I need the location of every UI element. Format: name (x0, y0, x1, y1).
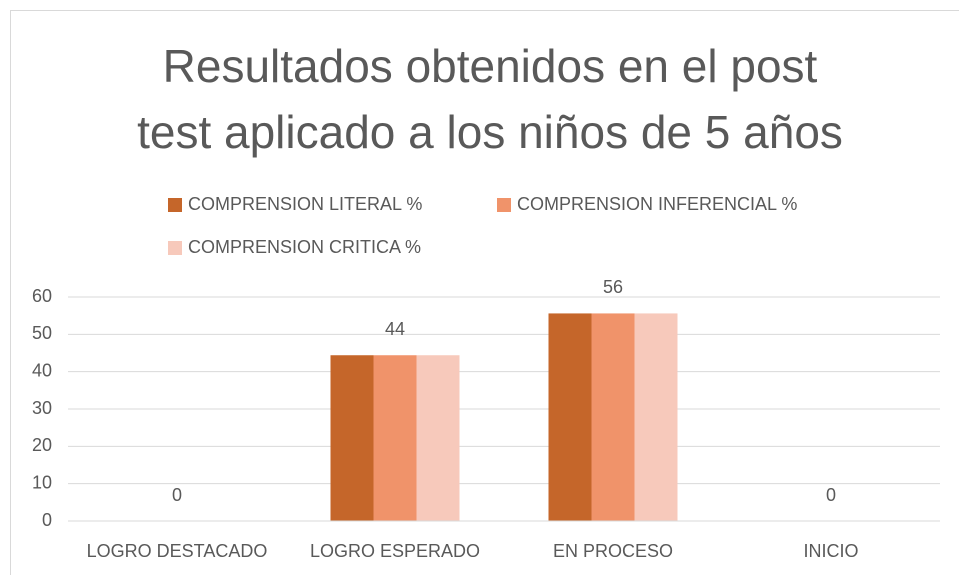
y-tick-label: 0 (42, 510, 52, 530)
bar (373, 355, 417, 521)
data-label: 56 (603, 277, 623, 297)
bar (591, 313, 635, 521)
bar (330, 355, 374, 521)
legend-label: COMPRENSION LITERAL % (188, 194, 422, 214)
legend-swatch (497, 198, 511, 212)
x-tick-label: INICIO (803, 541, 858, 561)
legend-label: COMPRENSION INFERENCIAL % (517, 194, 797, 214)
x-tick-label: LOGRO ESPERADO (310, 541, 480, 561)
chart-frame (10, 10, 959, 575)
chart-title: Resultados obtenidos en el post (163, 40, 818, 92)
bar (548, 313, 592, 521)
data-label: 0 (172, 485, 182, 505)
chart-title: test aplicado a los niños de 5 años (137, 106, 843, 158)
legend-swatch (168, 198, 182, 212)
legend-swatch (168, 241, 182, 255)
y-tick-label: 60 (32, 286, 52, 306)
data-label: 44 (385, 319, 405, 339)
bar (634, 313, 678, 521)
y-tick-label: 20 (32, 435, 52, 455)
x-tick-label: LOGRO DESTACADO (87, 541, 268, 561)
y-tick-label: 30 (32, 398, 52, 418)
legend-label: COMPRENSION CRITICA % (188, 237, 421, 257)
bar (416, 355, 460, 521)
y-tick-label: 10 (32, 472, 52, 492)
data-label: 0 (826, 485, 836, 505)
x-tick-label: EN PROCESO (553, 541, 673, 561)
y-tick-label: 40 (32, 360, 52, 380)
y-tick-label: 50 (32, 323, 52, 343)
